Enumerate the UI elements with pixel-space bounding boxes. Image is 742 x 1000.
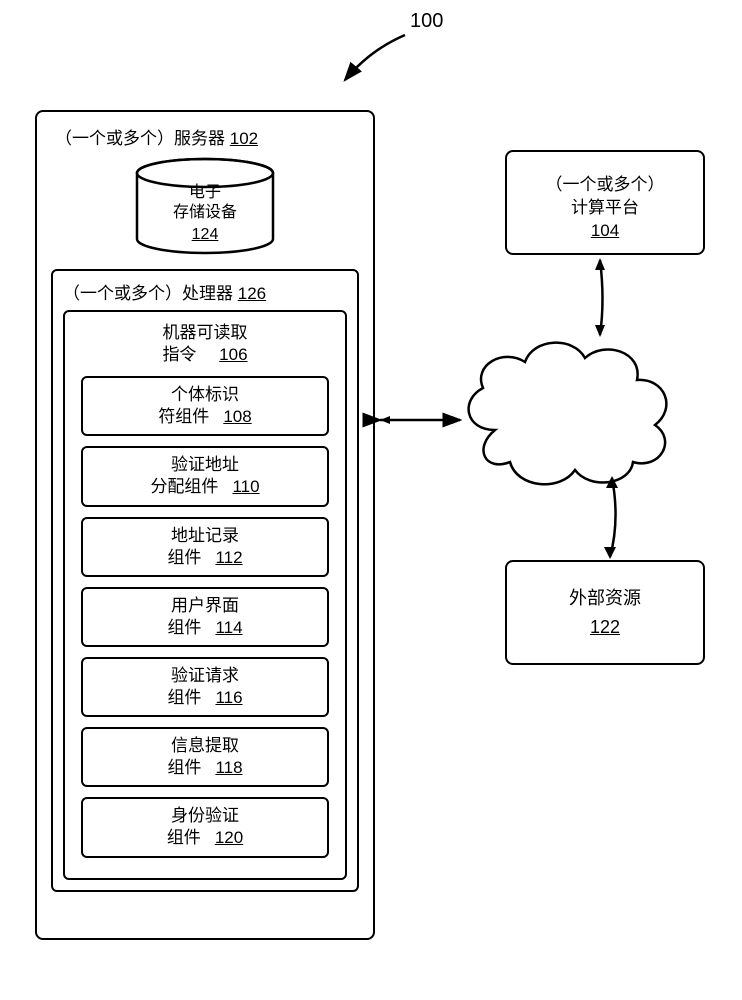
diagram-root: 100 （一个或多个）服务器 102 电子 存储 — [0, 0, 742, 1000]
arrow-cloud-external — [0, 0, 742, 1000]
